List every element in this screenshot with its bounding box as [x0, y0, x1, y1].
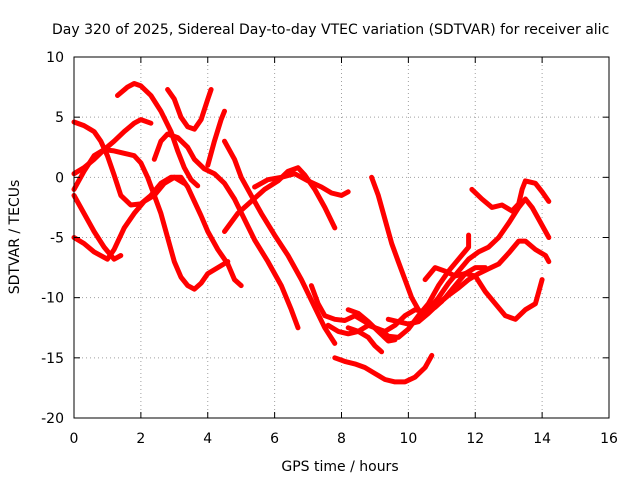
series-arc-22 — [469, 178, 552, 214]
x-tick-label: 10 — [399, 431, 417, 447]
series-arc-5 — [115, 81, 201, 189]
x-tick-label: 14 — [533, 431, 551, 447]
series-arc-7 — [165, 87, 214, 132]
series-arc-21 — [415, 196, 552, 322]
y-tick-label: 5 — [55, 110, 64, 126]
y-tick-label: 0 — [55, 170, 64, 186]
series-arc-20 — [422, 265, 545, 322]
data-series — [71, 81, 552, 385]
chart-title: Day 320 of 2025, Sidereal Day-to-day VTE… — [52, 22, 609, 38]
x-tick-label: 16 — [600, 431, 618, 447]
series-arc-13 — [308, 265, 488, 334]
series-arc-15 — [332, 352, 435, 385]
series-arc-10 — [222, 138, 338, 346]
x-tick-label: 0 — [70, 431, 79, 447]
x-axis-label: GPS time / hours — [281, 459, 398, 475]
series-arc-14 — [325, 232, 472, 340]
series-arc-17 — [345, 325, 385, 355]
y-tick-label: -5 — [50, 231, 64, 247]
y-axis-label: SDTVAR / TECUs — [7, 180, 23, 295]
x-tick-label: 12 — [466, 431, 484, 447]
series-arc-9 — [205, 108, 227, 168]
y-tick-label: -20 — [41, 411, 64, 427]
series-arc-4 — [71, 174, 187, 262]
axis-ticks: 0 2 4 6 8 10 12 14 16 10 5 0 -5 -10 -15 -20 — [41, 50, 618, 447]
x-tick-label: 6 — [270, 431, 279, 447]
series-arc-6 — [71, 147, 231, 292]
x-tick-label: 8 — [337, 431, 346, 447]
series-arc-8 — [151, 131, 301, 331]
grid — [74, 57, 609, 418]
x-tick-label: 2 — [136, 431, 145, 447]
y-tick-label: -10 — [41, 291, 64, 307]
series-arc-11 — [222, 165, 338, 234]
series-arc-2 — [71, 192, 124, 262]
y-tick-label: 10 — [46, 50, 64, 66]
x-tick-label: 4 — [203, 431, 212, 447]
series-arc-1 — [71, 119, 244, 289]
series-arc-12 — [252, 171, 351, 198]
series-arc-16 — [345, 307, 398, 344]
y-tick-label: -15 — [41, 351, 64, 367]
